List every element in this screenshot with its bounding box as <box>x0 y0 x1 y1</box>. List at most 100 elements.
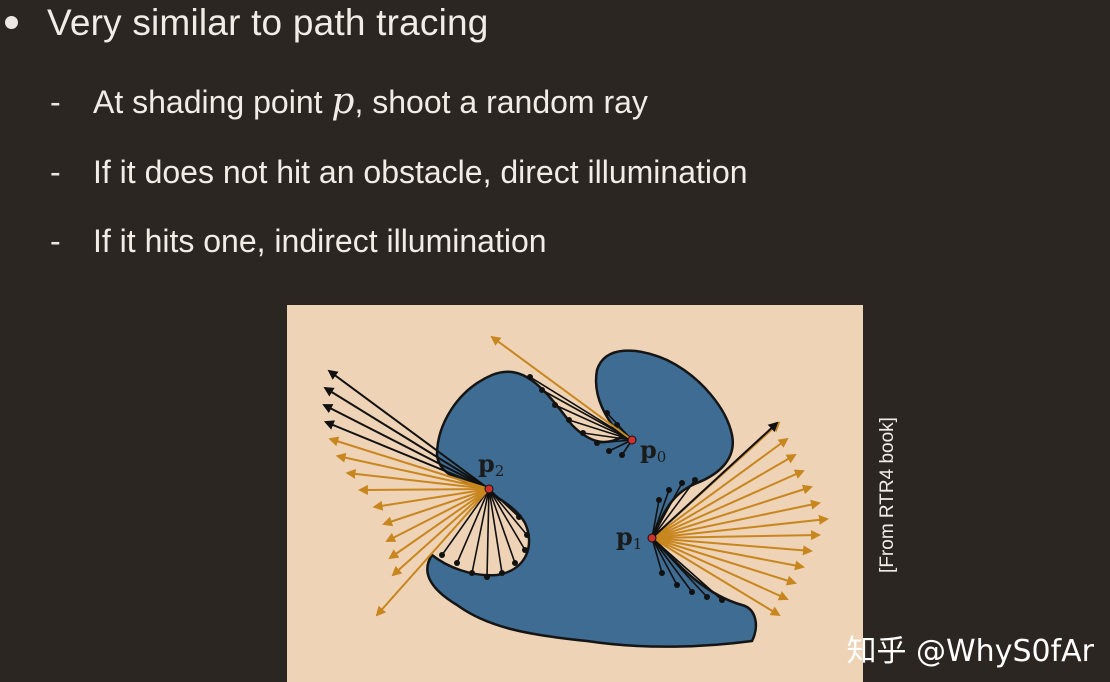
ray <box>651 537 663 574</box>
hit-point <box>692 477 698 483</box>
hit-point <box>604 410 610 416</box>
ray <box>488 488 503 574</box>
ray <box>554 404 633 441</box>
main-bullet-text: Very similar to path tracing <box>47 2 489 43</box>
hit-point <box>454 560 460 566</box>
ray <box>582 432 633 441</box>
hit-point <box>512 560 518 566</box>
sub-bullet-text: If it hits one, indirect illumination <box>93 223 547 259</box>
hit-point <box>484 574 490 580</box>
hit-point <box>539 387 545 393</box>
ray <box>375 488 490 617</box>
ray <box>541 389 633 441</box>
ray <box>651 537 693 593</box>
hit-point <box>499 570 505 576</box>
ray <box>323 420 490 490</box>
hit-point <box>659 570 665 576</box>
ray <box>357 484 490 495</box>
hit-point <box>580 430 586 436</box>
ray <box>651 484 813 539</box>
ray <box>651 482 683 539</box>
sub-bullet-dash: - <box>50 84 61 120</box>
ray <box>490 335 633 441</box>
ray <box>322 404 490 490</box>
label-p1: p1 <box>616 522 642 553</box>
ambient-occlusion-figure: p2 p1 p0 <box>287 305 863 682</box>
ray <box>388 488 490 560</box>
ray <box>651 537 789 601</box>
ray <box>488 488 516 564</box>
ray <box>345 468 490 490</box>
ray <box>651 530 821 541</box>
label-p0: p0 <box>640 435 666 466</box>
sub-bullet-text: At shading point p, shoot a random ray <box>93 81 648 122</box>
ray <box>471 488 490 574</box>
ray <box>327 369 490 490</box>
ray <box>651 537 678 586</box>
ray <box>488 488 526 551</box>
rays-p2 <box>322 369 530 617</box>
ray <box>335 452 490 490</box>
shading-point-p2 <box>484 484 494 494</box>
figure-svg: p2 p1 p0 <box>322 335 829 648</box>
ray <box>651 421 779 539</box>
ray <box>651 537 797 586</box>
hit-point <box>679 480 685 486</box>
ray <box>441 488 490 556</box>
watermark: 知乎 @WhyS0fAr <box>846 634 1094 669</box>
hit-point <box>689 589 695 595</box>
ray <box>651 537 805 571</box>
hit-point <box>606 448 612 454</box>
ray <box>651 537 781 617</box>
ray <box>651 453 797 539</box>
hit-point <box>527 374 533 380</box>
hit-point <box>516 514 522 520</box>
ray <box>529 376 633 441</box>
math-symbol-p: p <box>331 81 355 122</box>
hit-point <box>524 532 530 538</box>
ray <box>651 479 696 539</box>
hit-point <box>566 417 572 423</box>
shading-point-p0 <box>627 435 637 445</box>
ray <box>651 537 723 601</box>
ray <box>486 488 490 578</box>
ray <box>328 436 490 490</box>
ray <box>385 488 490 542</box>
sub-bullet-text: If it does not hit an obstacle, direct i… <box>93 154 748 190</box>
sub-bullet-dash: - <box>50 154 61 190</box>
ray <box>651 537 708 598</box>
shading-point-p1 <box>647 533 657 543</box>
hit-point <box>666 487 672 493</box>
ray <box>651 499 660 539</box>
ray <box>568 419 633 441</box>
sub-bullet-dash: - <box>50 223 61 259</box>
ray <box>606 412 633 441</box>
ray <box>382 488 490 527</box>
rays-p1 <box>651 421 829 617</box>
hit-point <box>552 402 558 408</box>
ray <box>391 488 490 577</box>
hit-point <box>619 452 625 458</box>
ray <box>651 489 670 539</box>
hit-point <box>674 582 680 588</box>
label-p2: p2 <box>478 449 504 480</box>
ray <box>651 537 813 556</box>
hit-point <box>594 440 600 446</box>
ray <box>488 488 520 518</box>
hit-point <box>656 497 662 503</box>
hit-point <box>469 570 475 576</box>
ray <box>651 514 829 539</box>
hit-point <box>522 547 528 553</box>
ray <box>651 437 789 539</box>
ray <box>372 488 490 511</box>
ray <box>651 469 805 539</box>
hit-point <box>719 597 725 603</box>
hit-point <box>439 552 445 558</box>
ray <box>651 499 821 539</box>
ray <box>596 439 633 444</box>
ray <box>456 488 490 564</box>
ray <box>488 488 528 536</box>
hit-point <box>704 594 710 600</box>
figure-caption: [From RTR4 book] <box>877 417 898 573</box>
ray <box>323 386 490 490</box>
